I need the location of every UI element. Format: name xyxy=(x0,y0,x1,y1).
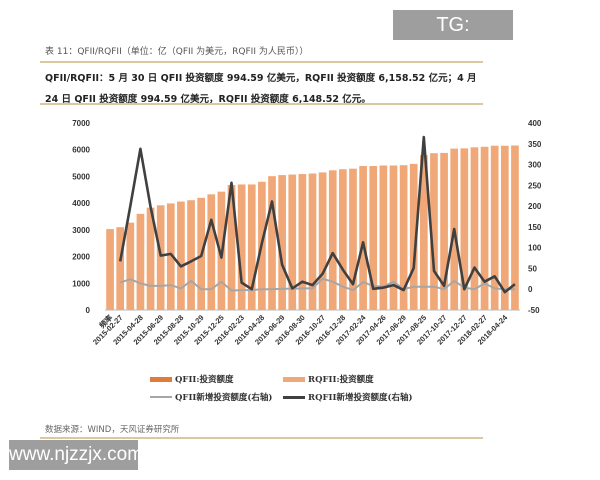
legend-label: QFII:投资额度 xyxy=(175,375,234,385)
rqfii-bar xyxy=(359,166,367,310)
right-tick-label: 400 xyxy=(528,119,542,128)
right-tick-label: -50 xyxy=(528,306,540,315)
table-caption: 表 11：QFII/RQFII（单位：亿（QFII 为美元，RQFII 为人民币… xyxy=(45,47,309,57)
data-source: 数据来源：WIND，天风证券研究所 xyxy=(45,425,180,435)
watermark-bottom: www.njzzjx.com xyxy=(9,440,143,470)
legend-label: QFII新增投资额度(右轴) xyxy=(175,393,273,403)
left-tick-label: 4000 xyxy=(72,199,90,208)
rqfii-bar xyxy=(207,194,216,310)
rqfii-bar xyxy=(146,207,155,310)
left-tick-label: 5000 xyxy=(72,172,90,181)
rqfii-bar xyxy=(288,174,297,310)
rqfii-bar xyxy=(419,155,428,310)
rqfii-bar xyxy=(237,184,246,310)
left-tick-label: 6000 xyxy=(72,146,90,155)
rqfii-bar xyxy=(298,174,307,310)
rqfii-bar xyxy=(278,175,286,310)
rqfii-bar xyxy=(511,145,519,310)
right-tick-label: 100 xyxy=(528,244,542,253)
legend-swatch xyxy=(283,395,305,399)
rqfii-bar xyxy=(126,222,135,310)
rqfii-bar xyxy=(460,148,469,310)
rqfii-line xyxy=(118,135,516,294)
divider xyxy=(40,103,483,105)
rqfii-bar xyxy=(247,184,256,310)
right-tick-label: 150 xyxy=(528,223,542,232)
rqfii-bar xyxy=(227,184,236,310)
right-tick-label: 0 xyxy=(528,285,533,294)
legend-item-qfii-bar: QFII:投资额度 xyxy=(150,373,234,385)
rqfii-bar xyxy=(156,205,165,310)
legend-swatch xyxy=(150,396,172,398)
rqfii-bar xyxy=(409,163,418,310)
legend-item-rqfii-line: RQFII新增投资额度(右轴) xyxy=(283,391,413,403)
divider xyxy=(40,61,483,63)
chart: 0 1000 2000 3000 4000 5000 6000 7000 -50 0 50 100 15… xyxy=(72,119,542,347)
left-tick-label: 1000 xyxy=(72,279,90,288)
legend-item-qfii-line: QFII新增投资额度(右轴) xyxy=(150,391,272,403)
summary-text: QFII/RQFII：5 月 30 日 QFII 投资额度 994.59 亿美元… xyxy=(45,73,477,105)
right-tick-label: 200 xyxy=(528,202,542,211)
qfii-line xyxy=(119,277,515,292)
rqfii-bar xyxy=(166,203,175,310)
left-tick-label: 3000 xyxy=(72,226,90,235)
legend-swatch xyxy=(150,376,172,382)
rqfii-bar xyxy=(177,201,185,310)
legend-swatch xyxy=(283,376,305,382)
right-tick-label: 250 xyxy=(528,181,542,190)
rqfii-bar xyxy=(470,147,479,310)
watermark-top: TG: MYYJJPP xyxy=(393,10,513,66)
rqfii-bar xyxy=(106,229,114,310)
rqfii-bar xyxy=(369,166,378,310)
rqfii-bar xyxy=(116,227,125,310)
divider xyxy=(40,437,483,439)
rqfii-bar xyxy=(389,165,398,310)
rqfii-bar xyxy=(399,165,408,310)
rqfii-bar xyxy=(187,200,195,310)
rqfii-bar xyxy=(430,153,438,310)
right-tick-label: 50 xyxy=(528,264,537,273)
legend-label: RQFII:投资额度 xyxy=(308,375,374,385)
left-tick-label: 7000 xyxy=(72,119,90,128)
rqfii-bar xyxy=(379,165,388,310)
rqfii-bar xyxy=(349,168,357,310)
left-tick-label: 0 xyxy=(86,306,91,315)
rqfii-bar xyxy=(339,169,347,310)
rqfii-bar xyxy=(440,152,448,310)
rqfii-bar xyxy=(318,172,327,310)
rqfii-bar xyxy=(480,146,489,310)
rqfii-bar xyxy=(500,145,509,310)
rqfii-bar xyxy=(136,213,145,310)
right-tick-label: 300 xyxy=(528,161,542,170)
right-tick-label: 350 xyxy=(528,140,542,149)
rqfii-bar xyxy=(328,170,337,310)
rqfii-bar xyxy=(308,173,317,310)
legend-item-rqfii-bar: RQFII:投资额度 xyxy=(283,373,374,385)
rqfii-bar xyxy=(268,176,276,310)
rqfii-bar xyxy=(490,145,499,310)
legend-label: RQFII新增投资额度(右轴) xyxy=(308,393,413,403)
left-tick-label: 2000 xyxy=(72,253,90,262)
